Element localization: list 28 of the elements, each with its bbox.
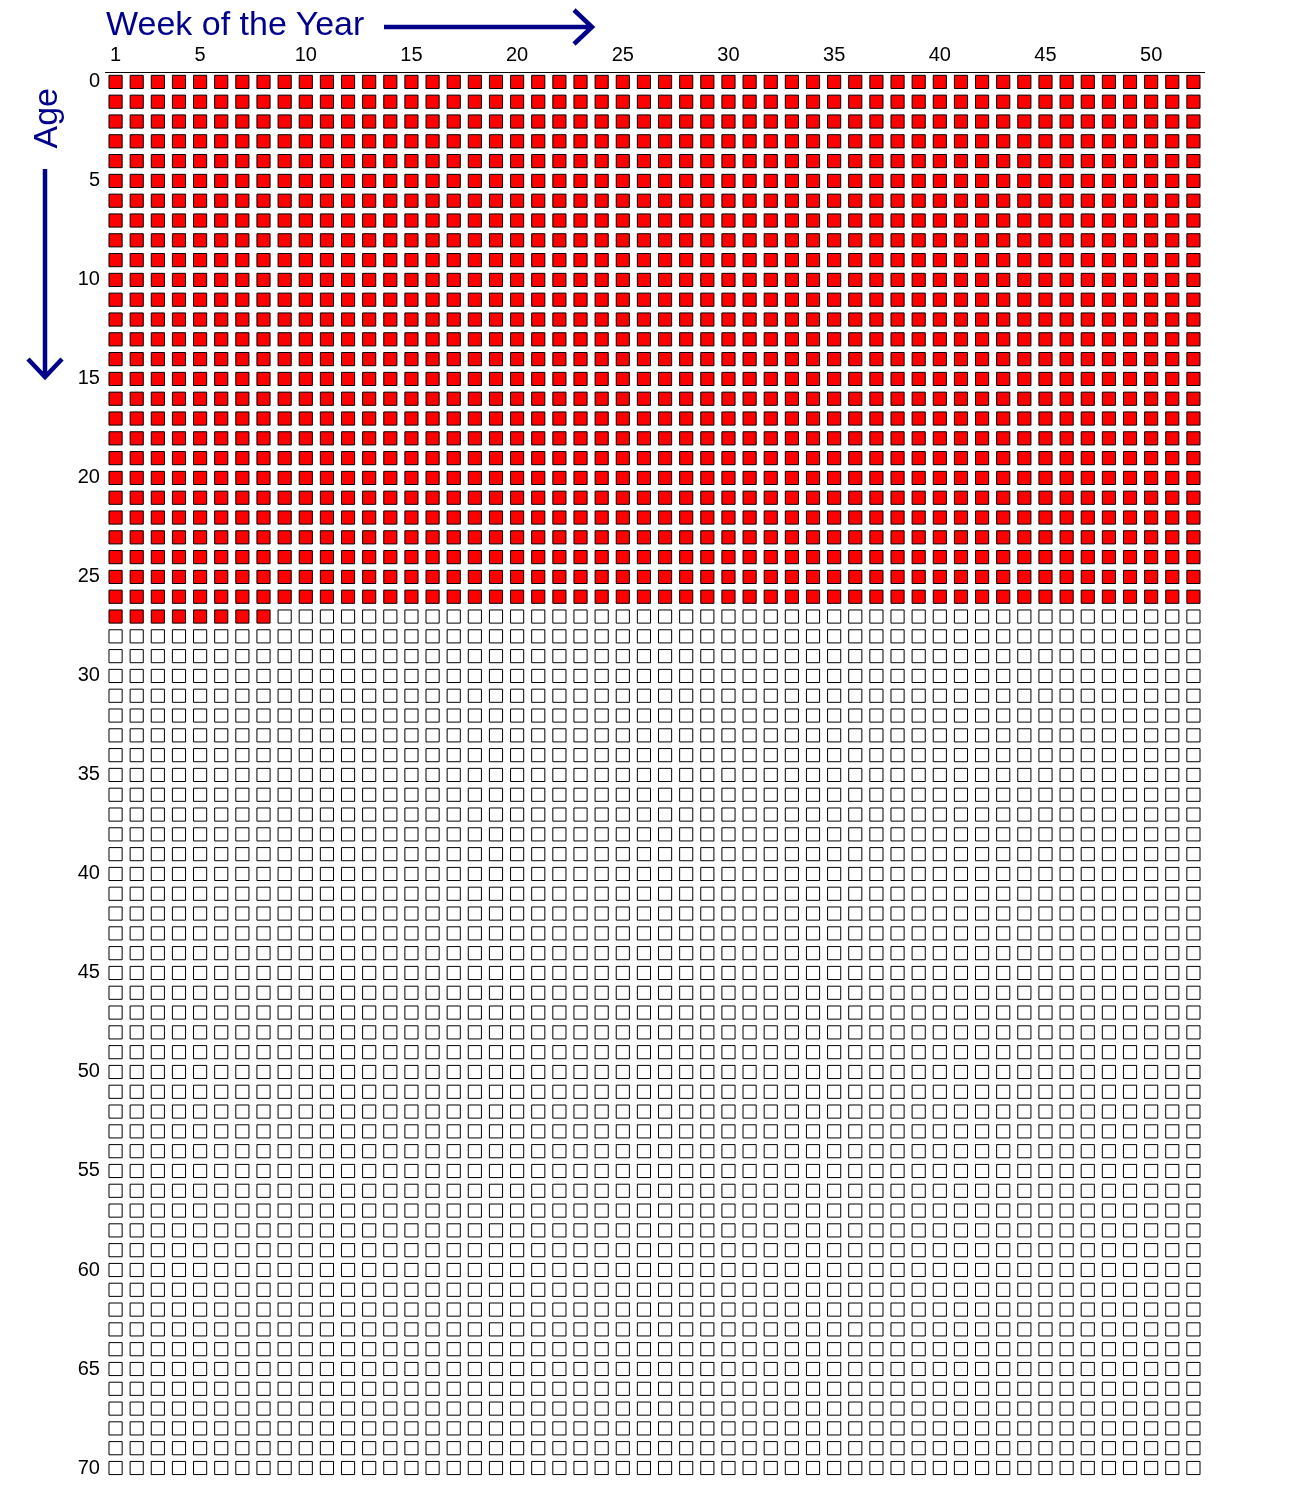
x-tick-label: 50 <box>1140 42 1163 65</box>
x-tick-label: 1 <box>110 42 122 65</box>
x-tick-label: 45 <box>1034 42 1057 65</box>
x-tick-label: 25 <box>611 42 634 65</box>
y-tick-label: 50 <box>77 1059 100 1082</box>
y-tick-label: 0 <box>88 69 100 92</box>
x-tick-label: 10 <box>294 42 317 65</box>
y-tick-label: 70 <box>77 1455 100 1478</box>
y-axis-title: Age <box>26 88 64 149</box>
y-tick-label: 30 <box>77 663 100 686</box>
x-tick-label: 20 <box>506 42 529 65</box>
y-tick-label: 35 <box>77 762 100 785</box>
x-tick-label: 15 <box>400 42 423 65</box>
x-tick-label: 5 <box>194 42 206 65</box>
x-tick-label: 40 <box>928 42 951 65</box>
y-tick-label: 55 <box>77 1158 100 1181</box>
y-tick-label: 40 <box>77 861 100 884</box>
y-tick-label: 65 <box>77 1356 100 1379</box>
y-tick-label: 10 <box>77 267 100 290</box>
y-tick-label: 45 <box>77 960 100 983</box>
y-tick-label: 25 <box>77 564 100 587</box>
y-tick-label: 60 <box>77 1257 100 1280</box>
x-axis-title: Week of the Year <box>106 4 365 42</box>
y-tick-label: 15 <box>77 366 100 389</box>
x-tick-label: 35 <box>823 42 846 65</box>
y-tick-label: 5 <box>88 168 100 191</box>
x-tick-label: 30 <box>717 42 740 65</box>
y-tick-label: 20 <box>77 465 100 488</box>
